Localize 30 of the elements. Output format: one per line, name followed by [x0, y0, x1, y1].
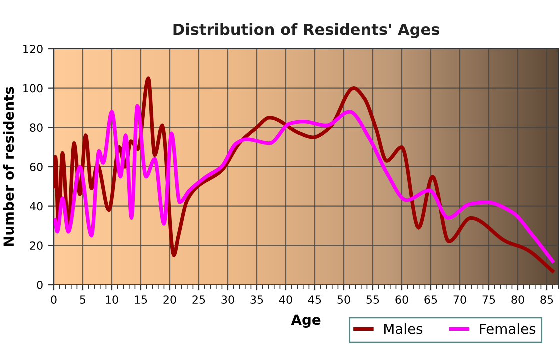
y-tick-label: 80 [30, 124, 43, 132]
x-tick-label: 60 [396, 296, 408, 304]
x-tick-label: 45 [308, 296, 322, 304]
x-tick-label: 35 [250, 296, 264, 304]
y-tick-label: 20 [30, 242, 43, 250]
y-tick-label: 40 [30, 202, 43, 211]
legend-label: Females [480, 324, 536, 334]
x-tick-label: 80 [512, 296, 524, 304]
x-tick-label: 0 [51, 296, 57, 304]
x-tick-label: 65 [424, 296, 438, 304]
legend-label: Males [384, 324, 423, 334]
x-tick-label: 50 [338, 296, 350, 304]
x-tick-label: 70 [454, 296, 466, 304]
x-tick-label: 30 [222, 296, 234, 304]
x-tick-label: 55 [366, 296, 380, 304]
x-tick-label: 75 [482, 296, 496, 304]
y-tick-label: 120 [24, 44, 43, 54]
x-tick-label: 10 [106, 296, 118, 304]
x-tick-label: 5 [80, 296, 86, 304]
y-tick-label: 0 [37, 280, 43, 290]
y-axis-title: Number of residents [3, 87, 14, 246]
chart-title: Distribution of Residents' Ages [174, 24, 440, 38]
y-tick-label: 100 [24, 84, 43, 93]
x-tick-label: 25 [192, 296, 206, 304]
x-tick-label: 85 [540, 296, 554, 304]
x-tick-label: 15 [135, 296, 148, 304]
y-tick-label: 60 [30, 162, 43, 172]
x-tick-label: 40 [279, 296, 292, 304]
x-tick-label: 20 [164, 296, 176, 304]
x-axis-title: Age [291, 314, 321, 328]
